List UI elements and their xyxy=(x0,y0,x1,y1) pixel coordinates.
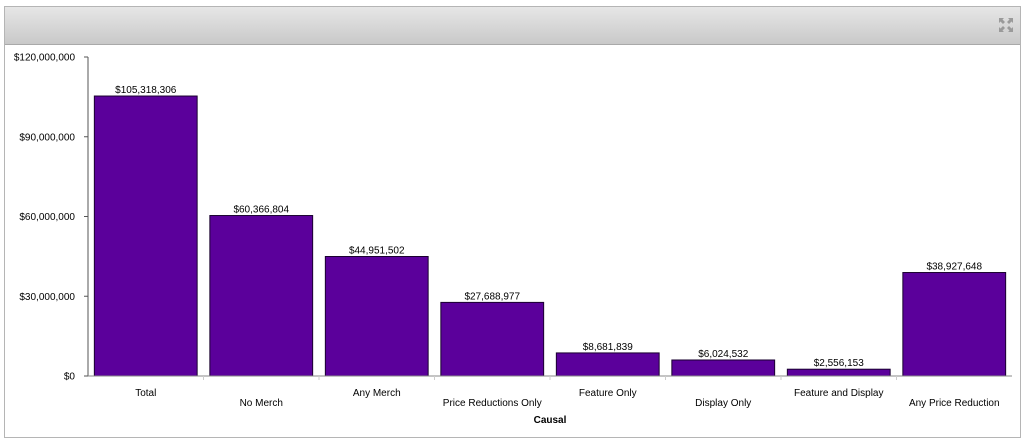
bar-data-label: $6,024,532 xyxy=(698,349,748,360)
x-tick-label: Price Reductions Only xyxy=(443,398,542,409)
bar-data-label: $44,951,502 xyxy=(349,246,405,257)
bar[interactable] xyxy=(671,359,776,377)
bar[interactable] xyxy=(93,95,198,377)
y-tick-label: $0 xyxy=(64,372,76,383)
x-tick-label: Any Price Reduction xyxy=(909,398,1000,409)
panel-header xyxy=(5,7,1020,45)
x-tick-label: Any Merch xyxy=(353,388,401,399)
bar-data-label: $38,927,648 xyxy=(926,262,982,273)
x-axis: Total No Merch Any Merch Price Reductions O… xyxy=(88,375,1012,409)
bar[interactable] xyxy=(786,368,891,377)
y-tick-label: $90,000,000 xyxy=(19,132,75,143)
bar[interactable] xyxy=(440,301,545,377)
expand-arrows-icon[interactable] xyxy=(998,17,1014,33)
bar-data-label: $60,366,804 xyxy=(233,205,289,216)
x-tick-label: No Merch xyxy=(240,398,283,409)
bar-data-label: $105,318,306 xyxy=(115,85,177,96)
x-tick-label: Feature and Display xyxy=(794,388,884,399)
bars: $105,318,306 $60,366,804 $44,951,502 $27,68… xyxy=(93,85,1007,377)
x-axis-title: Causal xyxy=(534,415,567,426)
y-axis: $0 $30,000,000 $60,000,000 $90,000,000 $120,… xyxy=(14,53,89,383)
bar-data-label: $27,688,977 xyxy=(464,291,520,302)
bar-data-label: $2,556,153 xyxy=(814,358,864,369)
y-tick-label: $60,000,000 xyxy=(19,212,75,223)
bar[interactable] xyxy=(555,352,660,377)
x-tick-label: Display Only xyxy=(695,398,751,409)
x-tick-label: Feature Only xyxy=(579,388,637,399)
y-tick-label: $30,000,000 xyxy=(19,292,75,303)
bar[interactable] xyxy=(209,215,314,377)
y-tick-label: $120,000,000 xyxy=(14,53,76,64)
x-tick-label: Total xyxy=(135,388,156,399)
bar[interactable] xyxy=(324,256,429,377)
bar-data-label: $8,681,839 xyxy=(583,342,633,353)
bar[interactable] xyxy=(902,272,1007,377)
